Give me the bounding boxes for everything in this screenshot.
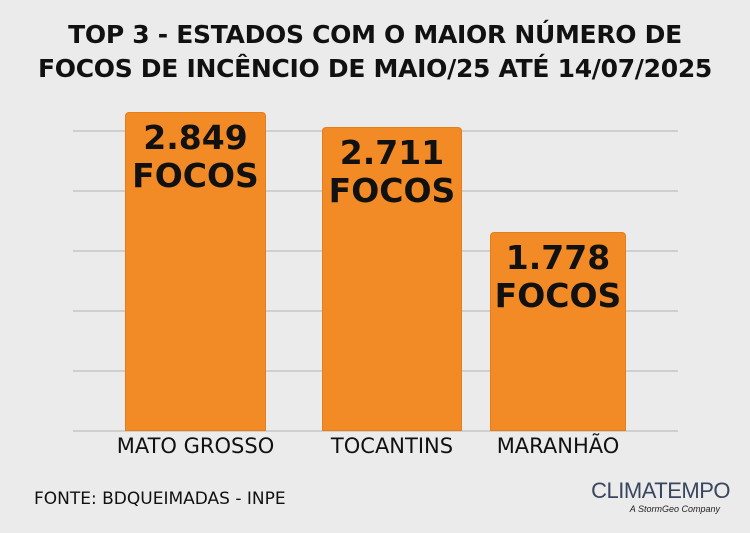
category-label: TOCANTINS	[330, 434, 454, 458]
category-label: MARANHÃO	[496, 434, 620, 458]
title-line-2: FOCOS DE INCÊNCIO DE MAIO/25 ATÉ 14/07/2…	[37, 54, 713, 83]
title-line-1: TOP 3 - ESTADOS COM O MAIOR NÚMERO DE	[68, 20, 682, 49]
category-label: MATO GROSSO	[116, 434, 275, 458]
data-label: 2.849	[143, 118, 248, 157]
bar: 1.778 FOCOS	[490, 231, 626, 431]
data-label-unit: FOCOS	[328, 171, 456, 211]
data-label-unit: FOCOS	[132, 156, 259, 195]
data-label: 1.778	[505, 237, 611, 277]
bar: 2.849 FOCOS	[125, 112, 266, 431]
data-label: 2.711	[339, 133, 445, 173]
chart-title: TOP 3 - ESTADOS COM O MAIOR NÚMERO DE FO…	[0, 18, 750, 86]
logo-tagline: A StormGeo Company	[629, 504, 720, 514]
bar: 2.711 FOCOS	[322, 127, 462, 431]
logo-text: CLIMATEMPO	[591, 478, 730, 503]
climatempo-logo: CLIMATEMPO A StormGeo Company	[590, 478, 730, 514]
source-note: FONTE: BDQUEIMADAS - INPE	[34, 489, 286, 509]
data-label-unit: FOCOS	[494, 275, 622, 315]
gridline	[73, 430, 678, 432]
